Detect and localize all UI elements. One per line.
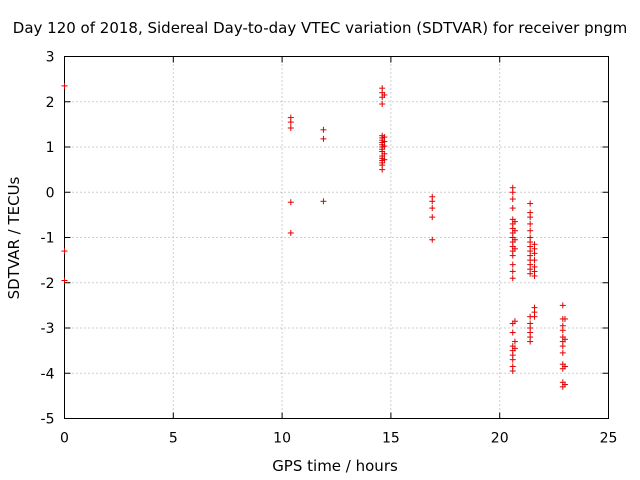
- data-point: [531, 257, 538, 264]
- x-axis-label: GPS time / hours: [272, 457, 398, 475]
- data-point: [379, 166, 386, 173]
- y-tick-label: 3: [46, 50, 55, 66]
- data-point: [61, 248, 68, 255]
- y-tick-label: -1: [41, 231, 55, 247]
- data-point: [561, 336, 568, 343]
- data-point: [509, 275, 516, 282]
- data-point: [509, 196, 516, 203]
- data-point: [559, 343, 566, 350]
- data-point: [381, 91, 388, 98]
- data-point: [320, 126, 327, 133]
- data-point: [320, 135, 327, 142]
- data-point: [429, 236, 436, 243]
- x-tick-label: 20: [491, 431, 509, 447]
- data-point: [561, 363, 568, 370]
- data-point: [509, 367, 516, 374]
- data-point: [429, 214, 436, 221]
- data-point: [559, 349, 566, 356]
- data-point: [561, 381, 568, 388]
- data-points: [61, 82, 568, 390]
- grid: [64, 56, 609, 419]
- y-tick-label: 1: [46, 140, 55, 156]
- data-point: [61, 82, 68, 89]
- x-tick-label: 10: [273, 431, 291, 447]
- data-point: [527, 270, 534, 277]
- data-point: [429, 205, 436, 212]
- x-tick-label: 5: [169, 431, 178, 447]
- chart-title: Day 120 of 2018, Sidereal Day-to-day VTE…: [13, 19, 627, 37]
- data-point: [287, 199, 294, 206]
- y-tick-label: -4: [41, 366, 55, 382]
- data-point: [320, 198, 327, 205]
- data-point: [511, 318, 518, 325]
- y-tick-label: 2: [46, 95, 55, 111]
- data-point: [287, 229, 294, 236]
- y-tick-label: -2: [41, 276, 55, 292]
- y-tick-label: -3: [41, 321, 55, 337]
- x-tick-label: 0: [60, 431, 69, 447]
- data-point: [531, 313, 538, 320]
- data-point: [511, 338, 518, 345]
- data-point: [527, 227, 534, 234]
- data-point: [511, 345, 518, 352]
- data-point: [531, 272, 538, 279]
- data-point: [509, 268, 516, 275]
- data-point: [509, 252, 516, 259]
- data-point: [509, 329, 516, 336]
- data-point: [287, 124, 294, 131]
- y-axis-label: SDTVAR / TECUs: [5, 176, 23, 299]
- data-point: [527, 200, 534, 207]
- data-point: [531, 250, 538, 257]
- x-tick-label: 15: [382, 431, 400, 447]
- data-point: [509, 356, 516, 363]
- axis-ticks: 0 5 10 15 20 25 -5 -4 -3 -2 -1 0 1 2 3: [41, 50, 618, 447]
- data-point: [527, 214, 534, 221]
- data-point: [559, 327, 566, 334]
- data-point: [429, 198, 436, 205]
- data-point: [527, 338, 534, 345]
- data-point: [381, 156, 388, 163]
- data-point: [379, 101, 386, 108]
- data-point: [61, 277, 68, 284]
- data-point: [287, 119, 294, 126]
- data-point: [511, 218, 518, 225]
- y-tick-label: -5: [41, 412, 55, 428]
- data-point: [509, 261, 516, 268]
- data-point: [511, 236, 518, 243]
- data-point: [511, 227, 518, 234]
- data-point: [509, 189, 516, 196]
- y-tick-label: 0: [46, 185, 55, 201]
- x-tick-label: 25: [600, 431, 618, 447]
- data-point: [561, 315, 568, 322]
- data-point: [381, 143, 388, 150]
- data-point: [509, 205, 516, 212]
- data-point: [381, 150, 388, 157]
- data-point: [511, 245, 518, 252]
- data-point: [527, 220, 534, 227]
- data-point: [559, 302, 566, 309]
